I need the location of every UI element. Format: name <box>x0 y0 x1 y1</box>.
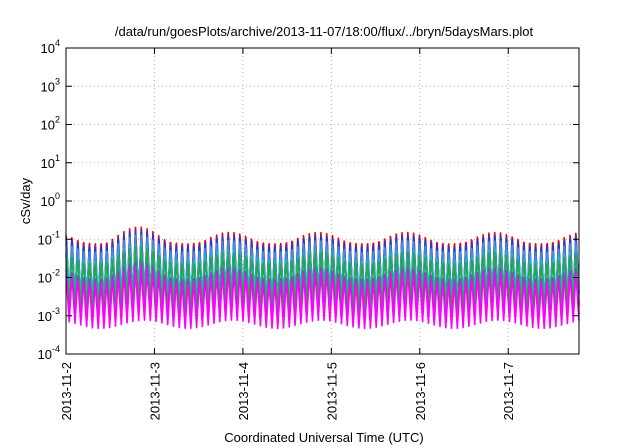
y-axis: 10-4 10-3 10-2 10-1 100 101 102 103 104 <box>38 38 579 362</box>
x-axis-label: Coordinated Universal Time (UTC) <box>224 430 423 445</box>
x-tick-label: 2013-11-2 <box>59 362 74 420</box>
y-axis-label: cSv/day <box>18 177 33 224</box>
x-tick-label: 2013-11-7 <box>501 362 516 420</box>
x-tick-label: 2013-11-5 <box>324 362 339 420</box>
chart-title: /data/run/goesPlots/archive/2013-11-07/1… <box>115 24 534 39</box>
x-tick-label: 2013-11-3 <box>147 362 162 420</box>
y-tick-label: 104 <box>41 38 60 56</box>
y-tick-label: 103 <box>41 76 60 94</box>
x-tick-label: 2013-11-6 <box>413 362 428 420</box>
x-tick-label: 2013-11-4 <box>236 362 251 420</box>
y-tick-label: 10-4 <box>38 344 60 362</box>
y-tick-label: 10-1 <box>38 229 60 247</box>
series-line <box>65 266 580 330</box>
y-tick-label: 10-2 <box>38 268 60 286</box>
y-tick-label: 100 <box>41 191 60 209</box>
y-tick-label: 10-3 <box>38 306 60 324</box>
series-layer <box>65 226 580 330</box>
x-axis: 2013-11-2 2013-11-3 2013-11-4 2013-11-5 2013… <box>59 48 516 420</box>
y-tick-label: 101 <box>41 153 60 171</box>
y-tick-label: 102 <box>41 115 60 133</box>
